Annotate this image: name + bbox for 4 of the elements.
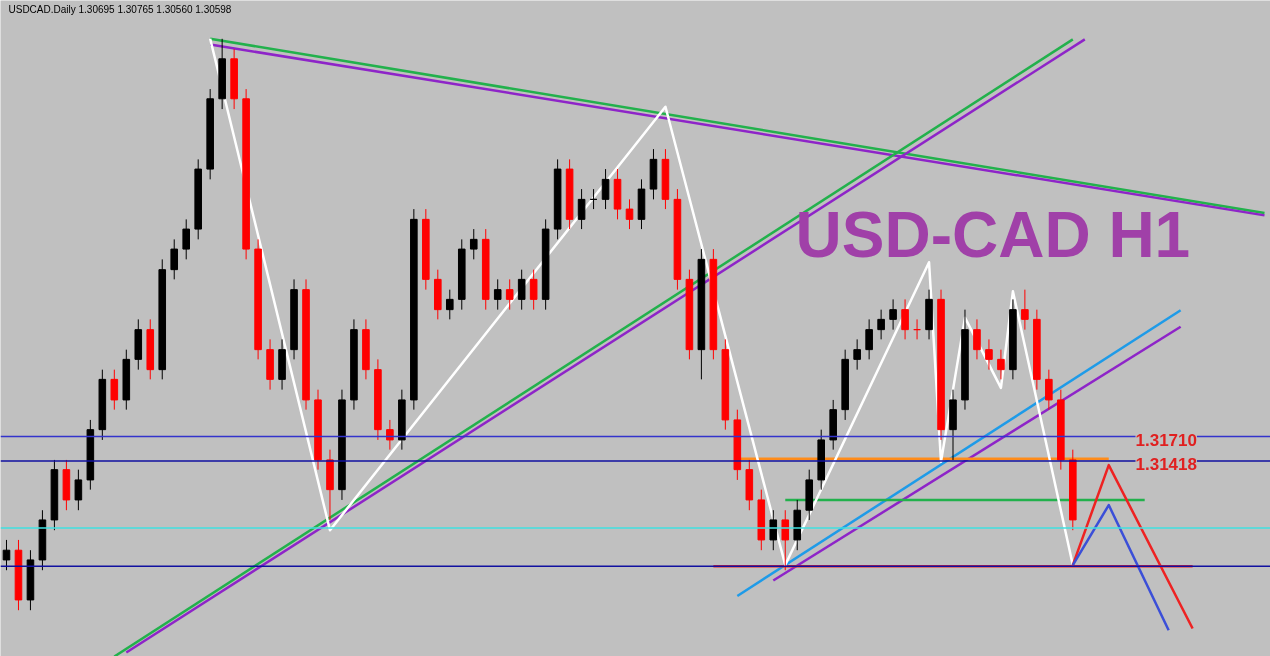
annotation: 1.31710 [1135,430,1197,450]
annotation: 1.31418 [1135,455,1197,475]
annotation: USD-CAD H1 [795,198,1191,271]
chart-title: USDCAD.Daily 1.30695 1.30765 1.30560 1.30598 [8,3,232,15]
